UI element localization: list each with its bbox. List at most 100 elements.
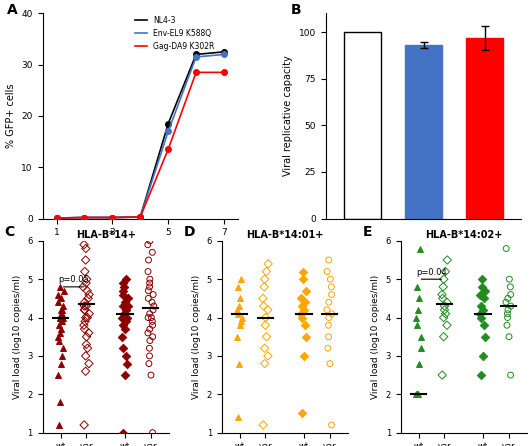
Point: [236, 276, 245, 283]
Point: [57, 310, 65, 317]
Point: [414, 306, 422, 314]
Point: [54, 333, 62, 340]
Point: [56, 329, 64, 336]
Point: [297, 310, 305, 317]
Point: [480, 333, 489, 340]
Point: [503, 322, 511, 329]
Point: [415, 295, 423, 302]
Point: [327, 421, 336, 429]
Point: [57, 360, 65, 367]
Point: [440, 306, 448, 314]
Point: [54, 299, 63, 306]
Point: [479, 306, 487, 314]
Point: [298, 410, 306, 417]
Point: [326, 360, 334, 367]
Point: [85, 360, 93, 367]
Point: [85, 329, 93, 336]
Point: [502, 299, 510, 306]
Point: [327, 310, 336, 317]
Point: [59, 302, 68, 310]
Point: [144, 241, 152, 248]
Point: [439, 283, 447, 290]
Point: [85, 310, 94, 317]
Point: [79, 283, 87, 290]
Title: HLA-B*14+: HLA-B*14+: [76, 230, 136, 240]
Point: [145, 283, 154, 290]
Point: [58, 310, 66, 317]
Point: [298, 268, 307, 275]
Point: [81, 245, 90, 252]
Point: [119, 280, 127, 287]
Point: [149, 306, 157, 314]
Point: [118, 314, 126, 321]
Point: [82, 302, 90, 310]
Point: [148, 318, 156, 325]
Point: [438, 291, 446, 298]
Point: [236, 295, 245, 302]
Point: [477, 372, 486, 379]
Point: [122, 306, 130, 314]
Point: [502, 245, 511, 252]
Point: [234, 310, 243, 317]
Point: [81, 318, 89, 325]
Point: [234, 414, 242, 421]
Point: [84, 345, 92, 352]
Point: [119, 302, 127, 310]
Point: [506, 291, 515, 298]
Point: [80, 326, 89, 333]
Point: [300, 352, 309, 359]
Point: [325, 299, 333, 306]
Point: [60, 287, 68, 294]
Point: [443, 256, 452, 264]
Point: [80, 268, 89, 275]
Point: [443, 322, 451, 329]
Point: [325, 256, 333, 264]
Point: [506, 283, 514, 290]
Point: [326, 276, 335, 283]
Point: [121, 299, 129, 306]
Point: [118, 333, 126, 340]
Point: [323, 268, 331, 275]
Point: [83, 314, 92, 321]
Point: [443, 299, 451, 306]
Point: [147, 372, 155, 379]
Point: [121, 326, 129, 333]
Point: [238, 314, 246, 321]
Point: [82, 280, 90, 287]
Point: [80, 306, 89, 314]
Point: [503, 314, 512, 321]
Point: [81, 368, 90, 375]
Point: [144, 314, 152, 321]
Point: [119, 345, 127, 352]
Point: [264, 352, 272, 359]
Point: [123, 314, 131, 321]
Point: [298, 302, 306, 310]
Point: [81, 352, 90, 359]
Bar: [405, 45, 442, 219]
Point: [479, 322, 488, 329]
Point: [80, 421, 88, 429]
Point: [235, 360, 243, 367]
Point: [504, 306, 512, 314]
Point: [261, 276, 269, 283]
Point: [58, 306, 66, 314]
Point: [54, 372, 62, 379]
Point: [80, 306, 89, 314]
Point: [81, 314, 90, 321]
Point: [477, 314, 485, 321]
Point: [481, 287, 489, 294]
Point: [325, 314, 333, 321]
Point: [119, 291, 128, 298]
Point: [296, 295, 305, 302]
Text: C: C: [5, 226, 15, 240]
Point: [123, 302, 132, 310]
Point: [505, 276, 513, 283]
Point: [440, 302, 449, 310]
Point: [413, 322, 422, 329]
Point: [149, 291, 157, 298]
Text: E: E: [363, 226, 372, 240]
Point: [122, 360, 131, 367]
Point: [119, 310, 128, 317]
Point: [123, 295, 132, 302]
Point: [477, 276, 486, 283]
